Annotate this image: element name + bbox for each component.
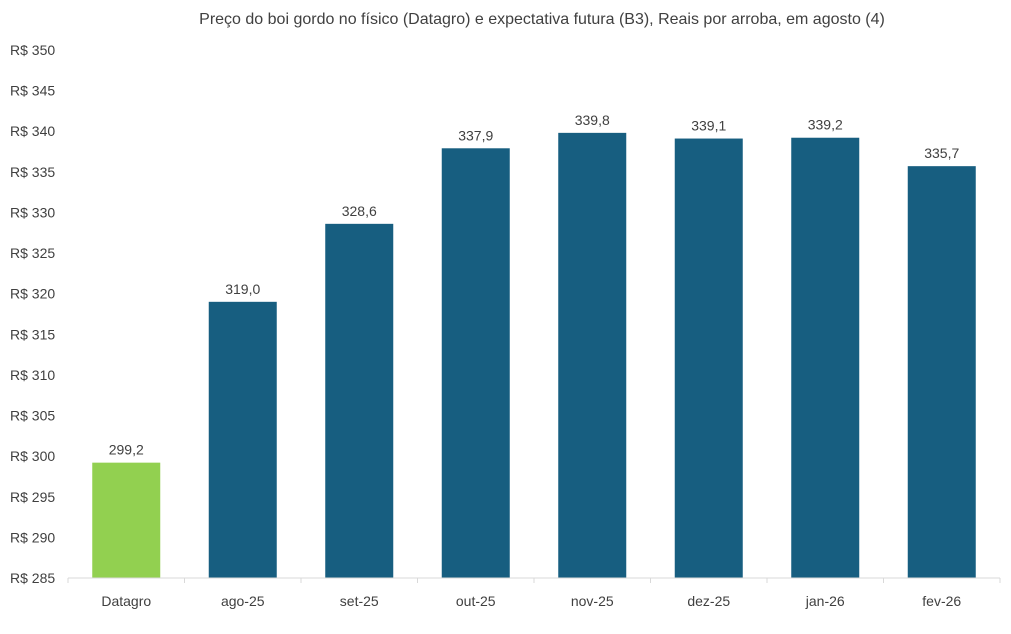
bar: [791, 137, 860, 578]
bar: [441, 148, 510, 578]
data-label: 335,7: [924, 145, 959, 161]
y-tick-label: R$ 315: [10, 326, 55, 342]
bar: [558, 132, 627, 578]
data-label: 339,8: [575, 112, 610, 128]
y-tick-label: R$ 345: [10, 83, 55, 99]
data-label: 299,2: [109, 442, 144, 458]
bar: [907, 166, 976, 578]
y-tick-label: R$ 325: [10, 245, 55, 261]
y-axis: R$ 285 R$ 290 R$ 295 R$ 300 R$ 305 R$ 310 R$ 3…: [10, 42, 55, 586]
y-tick-label: R$ 340: [10, 123, 55, 139]
x-axis: Datagro ago-25 set-25 out-25 nov-25 dez-25 jan…: [67, 577, 1001, 609]
y-tick-label: R$ 320: [10, 286, 55, 302]
bar: [325, 223, 394, 578]
y-tick-label: R$ 290: [10, 529, 55, 545]
chart-title: Preço do boi gordo no físico (Datagro) e…: [199, 11, 885, 28]
data-label: 339,1: [691, 118, 726, 134]
y-tick-label: R$ 300: [10, 448, 55, 464]
x-tick-label: fev-26: [922, 593, 961, 609]
data-label: 337,9: [458, 127, 493, 143]
data-label: 328,6: [342, 203, 377, 219]
data-label: 319,0: [225, 281, 260, 297]
y-tick-label: R$ 285: [10, 570, 55, 586]
x-tick-label: out-25: [456, 593, 496, 609]
x-tick-label: set-25: [340, 593, 379, 609]
bar: [674, 138, 743, 578]
y-tick-label: R$ 295: [10, 489, 55, 505]
x-tick-label: Datagro: [101, 593, 151, 609]
x-tick-label: nov-25: [571, 593, 614, 609]
x-tick-label: ago-25: [221, 593, 265, 609]
bars: 299,2 319,0 328,6 337,9 339,8 339,1 339,2 335,7: [92, 112, 976, 578]
y-tick-label: R$ 310: [10, 367, 55, 383]
y-tick-label: R$ 335: [10, 164, 55, 180]
bar: [92, 462, 161, 578]
y-tick-label: R$ 330: [10, 204, 55, 220]
bar: [208, 301, 277, 578]
data-label: 339,2: [808, 117, 843, 133]
y-tick-label: R$ 350: [10, 42, 55, 58]
y-tick-label: R$ 305: [10, 408, 55, 424]
x-tick-label: jan-26: [805, 593, 845, 609]
x-tick-label: dez-25: [687, 593, 730, 609]
